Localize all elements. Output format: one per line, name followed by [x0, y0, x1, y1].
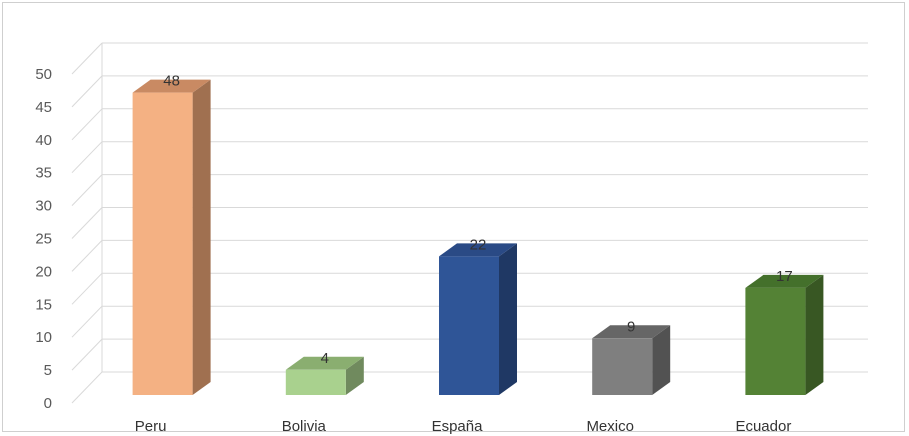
- gridline-diagonal: [71, 305, 103, 338]
- data-label: 17: [776, 268, 793, 285]
- gridline-diagonal: [71, 75, 103, 108]
- y-tick-label: 5: [44, 362, 52, 379]
- x-tick-label: Peru: [135, 418, 167, 435]
- data-label: 9: [627, 318, 635, 335]
- y-tick-label: 15: [35, 296, 52, 313]
- y-tick-label: 25: [35, 231, 52, 248]
- gridline-diagonal: [71, 108, 103, 141]
- bar-top: [439, 243, 517, 257]
- bar-side: [345, 356, 364, 395]
- bar: [285, 369, 346, 395]
- x-tick-label: Ecuador: [735, 418, 791, 435]
- x-tick-label: Bolivia: [282, 418, 327, 435]
- gridline-diagonal: [71, 272, 103, 305]
- y-tick-label: 30: [35, 198, 52, 215]
- bar-top: [592, 325, 671, 339]
- bar: [592, 338, 653, 395]
- data-label: 48: [163, 73, 180, 90]
- gridline-diagonal: [71, 141, 103, 174]
- data-label: 4: [321, 350, 329, 367]
- y-tick-label: 45: [35, 99, 52, 116]
- x-tick-label: España: [432, 418, 484, 435]
- gridline-diagonal: [71, 338, 103, 371]
- gridline-diagonal: [71, 207, 103, 239]
- bar: [132, 92, 193, 395]
- y-tick-label: 20: [35, 263, 52, 280]
- data-label: 22: [470, 236, 487, 253]
- y-tick-label: 10: [35, 329, 52, 346]
- gridline-diagonal: [71, 240, 103, 272]
- bar-top: [745, 274, 824, 288]
- gridline-diagonal: [71, 174, 103, 206]
- bar-side: [192, 79, 211, 395]
- gridline-diagonal: [71, 42, 103, 75]
- x-tick-label: Mexico: [586, 418, 634, 435]
- bar: [439, 256, 499, 395]
- bar-side: [499, 243, 517, 395]
- y-tick-label: 40: [35, 132, 52, 149]
- y-tick-label: 35: [35, 165, 52, 182]
- y-tick-label: 50: [35, 66, 52, 83]
- y-tick-label: 0: [44, 395, 52, 412]
- bar-side: [805, 274, 824, 395]
- bar-top: [285, 356, 364, 370]
- gridline-diagonal: [71, 371, 103, 404]
- bar-top: [132, 79, 211, 93]
- bar: [745, 287, 806, 395]
- bar-side: [652, 325, 671, 395]
